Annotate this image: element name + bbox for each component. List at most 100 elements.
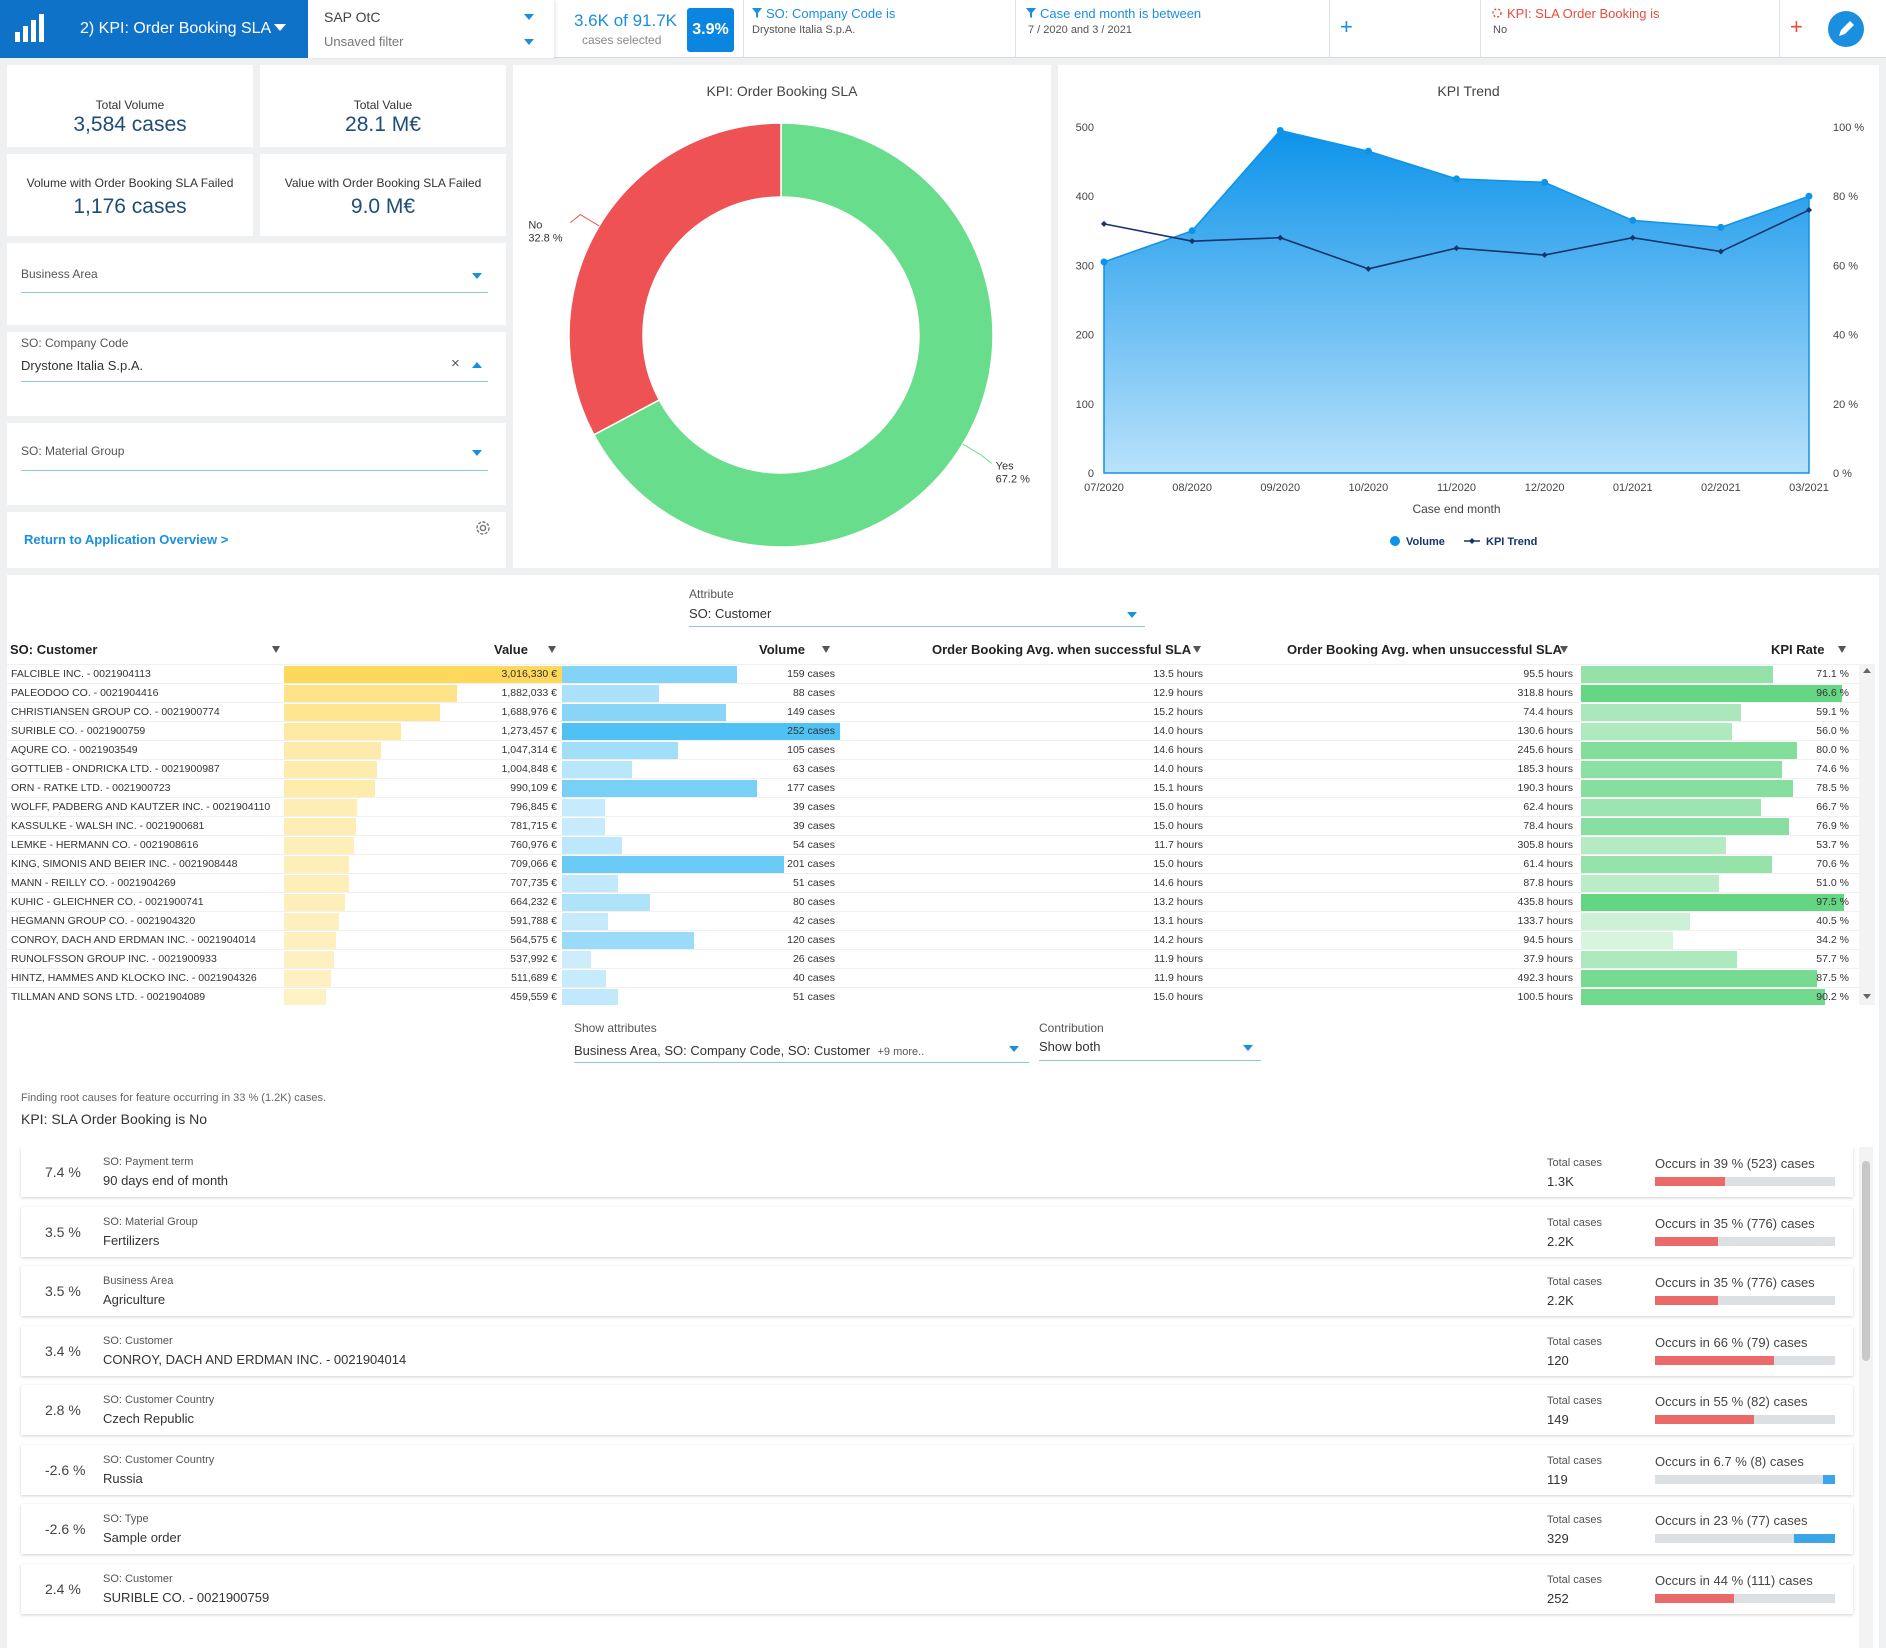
root-cause-card[interactable]: 7.4 % SO: Payment term 90 days end of mont… <box>21 1147 1853 1197</box>
volume-point[interactable] <box>1100 258 1108 266</box>
volume-area[interactable] <box>1103 129 1810 474</box>
root-cause-card[interactable]: -2.6 % SO: Type Sample order Total cases 329… <box>21 1504 1853 1554</box>
app-selector[interactable]: 2) KPI: Order Booking SLA <box>62 0 308 58</box>
table-row[interactable]: PALEODOO CO. - 0021904416 1,882,033 € 88 c… <box>7 683 1859 702</box>
root-cause-card[interactable]: 3.5 % Business Area Agriculture Total cases… <box>21 1266 1853 1316</box>
col-header-customer[interactable]: SO: Customer <box>10 642 98 657</box>
kpi-rate-cell: 59.1 % <box>1816 706 1849 718</box>
volume-point[interactable] <box>1805 192 1813 200</box>
table-row[interactable]: MANN - REILLY CO. - 0021904269 707,735 € 5… <box>7 873 1859 892</box>
root-cause-scrollbar[interactable] <box>1859 1147 1873 1648</box>
table-row[interactable]: ORN - RATKE LTD. - 0021900723 990,109 € 17… <box>7 778 1859 797</box>
volume-point[interactable] <box>1541 178 1549 186</box>
kpi-trend-point[interactable] <box>1453 245 1460 252</box>
scroll-thumb[interactable] <box>1862 1161 1870 1361</box>
clear-icon[interactable]: × <box>451 355 460 372</box>
table-scrollbar[interactable] <box>1859 664 1875 1005</box>
table-row[interactable]: LEMKE - HERMANN CO. - 0021908616 760,976 … <box>7 835 1859 854</box>
root-cause-card[interactable]: 2.4 % SO: Customer SURIBLE CO. - 002190075… <box>21 1563 1853 1614</box>
volume-point[interactable] <box>1453 175 1460 183</box>
volume-bar <box>562 989 619 1005</box>
chevron-down-icon[interactable] <box>1009 1046 1019 1052</box>
volume-point[interactable] <box>1276 126 1284 134</box>
root-cause-card[interactable]: 2.8 % SO: Customer Country Czech Republic T… <box>21 1385 1853 1435</box>
y-tick-label: 0 <box>1088 468 1094 480</box>
business-area-dropdown[interactable]: Business Area <box>7 243 506 325</box>
scroll-down-icon[interactable] <box>1863 994 1871 999</box>
material-group-dropdown[interactable]: SO: Material Group <box>7 423 506 505</box>
add-kpi-filter-button[interactable]: + <box>1790 14 1803 39</box>
filter-icon[interactable] <box>1193 646 1201 653</box>
table-row[interactable]: TILLMAN AND SONS LTD. - 0021904089 459,55… <box>7 987 1859 1005</box>
volume-cell: 39 cases <box>792 801 835 813</box>
table-row[interactable]: RUNOLFSSON GROUP INC. - 0021900933 537,99… <box>7 949 1859 968</box>
table-row[interactable]: KING, SIMONIS AND BEIER INC. - 002190844… <box>7 854 1859 873</box>
filter-icon[interactable] <box>1560 646 1568 653</box>
kpi-trend-point[interactable] <box>1277 234 1284 241</box>
root-cause-card[interactable]: 3.5 % SO: Material Group Fertilizers Total … <box>21 1206 1853 1257</box>
kpi-trend-point[interactable] <box>1717 248 1724 255</box>
kpi-trend-point[interactable] <box>1101 220 1107 227</box>
table-row[interactable]: KUHIC - GLEICHNER CO. - 0021900741 664,23… <box>7 892 1859 911</box>
kpi-trend-point[interactable] <box>1541 252 1548 259</box>
scroll-up-icon[interactable] <box>1863 668 1871 673</box>
unsuccessful-sla-cell: 190.3 hours <box>1517 782 1573 794</box>
table-row[interactable]: HINTZ, HAMMES AND KLOCKO INC. - 00219043… <box>7 968 1859 987</box>
volume-point[interactable] <box>1629 216 1637 224</box>
table-row[interactable]: WOLFF, PADBERG AND KAUTZER INC. - 002190… <box>7 797 1859 816</box>
root-cause-card[interactable]: -2.6 % SO: Customer Country Russia Total ca… <box>21 1444 1853 1495</box>
chevron-down-icon[interactable] <box>472 450 482 456</box>
table-row[interactable]: SURIBLE CO. - 0021900759 1,273,457 € 252 c… <box>7 721 1859 740</box>
chevron-down-icon[interactable] <box>524 14 534 20</box>
donut-slice-yes[interactable] <box>592 122 994 548</box>
col-header-unsuccessful-sla[interactable]: Order Booking Avg. when unsuccessful SLA <box>1287 642 1562 657</box>
volume-point[interactable] <box>1717 223 1725 231</box>
company-code-dropdown[interactable]: SO: Company Code Drystone Italia S.p.A. … <box>7 332 506 416</box>
chevron-down-icon[interactable] <box>1127 612 1137 618</box>
app-logo[interactable] <box>0 0 62 58</box>
donut-slice-no[interactable] <box>568 122 782 436</box>
chevron-down-icon[interactable] <box>524 39 534 45</box>
filter-icon[interactable] <box>272 646 280 653</box>
edit-button[interactable] <box>1828 11 1864 47</box>
chevron-up-icon[interactable] <box>472 362 482 368</box>
gear-icon[interactable] <box>473 518 493 538</box>
filter-company-code[interactable]: SO: Company Code is Drystone Italia S.p.… <box>744 0 1016 58</box>
attribute-value[interactable]: SO: Customer <box>689 606 772 621</box>
filter-icon[interactable] <box>822 646 830 653</box>
occurrence-text: Occurs in 35 % (776) cases <box>1655 1275 1815 1290</box>
return-to-overview-link[interactable]: Return to Application Overview > <box>24 532 229 547</box>
legend-kpi-trend[interactable]: KPI Trend <box>1486 536 1537 548</box>
col-header-volume[interactable]: Volume <box>759 642 805 657</box>
kpi-trend-point[interactable] <box>1365 265 1372 272</box>
kpi-trend-point[interactable] <box>1629 234 1636 241</box>
table-row[interactable]: AQURE CO. - 0021903549 1,047,314 € 105 cas… <box>7 740 1859 759</box>
customer-cell: HEGMANN GROUP CO. - 0021904320 <box>11 915 196 927</box>
chevron-down-icon[interactable] <box>472 273 482 279</box>
col-header-value[interactable]: Value <box>494 642 528 657</box>
col-header-successful-sla[interactable]: Order Booking Avg. when successful SLA <box>932 642 1192 657</box>
filter-icon[interactable] <box>1838 646 1846 653</box>
filter-kpi-sla[interactable]: KPI: SLA Order Booking is No <box>1480 0 1780 58</box>
filter-icon[interactable] <box>548 646 556 653</box>
source-selector[interactable]: SAP OtC Unsaved filter <box>308 0 554 58</box>
table-row[interactable]: CHRISTIANSEN GROUP CO. - 0021900774 1,688… <box>7 702 1859 721</box>
volume-point[interactable] <box>1364 147 1372 155</box>
table-row[interactable]: CONROY, DACH AND ERDMAN INC. - 002190401… <box>7 930 1859 949</box>
chevron-down-icon[interactable] <box>1243 1045 1253 1051</box>
table-row[interactable]: HEGMANN GROUP CO. - 0021904320 591,788 € 4… <box>7 911 1859 930</box>
filter-case-end-month[interactable]: Case end month is between 7 / 2020 and 3… <box>1016 0 1330 58</box>
contribution-value[interactable]: Show both <box>1039 1039 1101 1054</box>
kpi-trend-point[interactable] <box>1189 238 1196 245</box>
table-row[interactable]: FALCIBLE INC. - 0021904113 3,016,330 € 159… <box>7 664 1859 683</box>
volume-point[interactable] <box>1188 227 1196 235</box>
show-attributes-value[interactable]: Business Area, SO: Company Code, SO: Cus… <box>574 1043 925 1058</box>
attribute-underline <box>689 626 1145 627</box>
kpi-trend-point[interactable] <box>1806 207 1812 214</box>
add-filter-button[interactable]: + <box>1340 14 1353 39</box>
root-cause-card[interactable]: 3.4 % SO: Customer CONROY, DACH AND ERDMAN… <box>21 1325 1853 1376</box>
col-header-kpi-rate[interactable]: KPI Rate <box>1771 642 1825 657</box>
table-row[interactable]: GOTTLIEB - ONDRICKA LTD. - 0021900987 1,0… <box>7 759 1859 778</box>
table-row[interactable]: KASSULKE - WALSH INC. - 0021900681 781,71… <box>7 816 1859 835</box>
legend-volume[interactable]: Volume <box>1406 536 1445 548</box>
